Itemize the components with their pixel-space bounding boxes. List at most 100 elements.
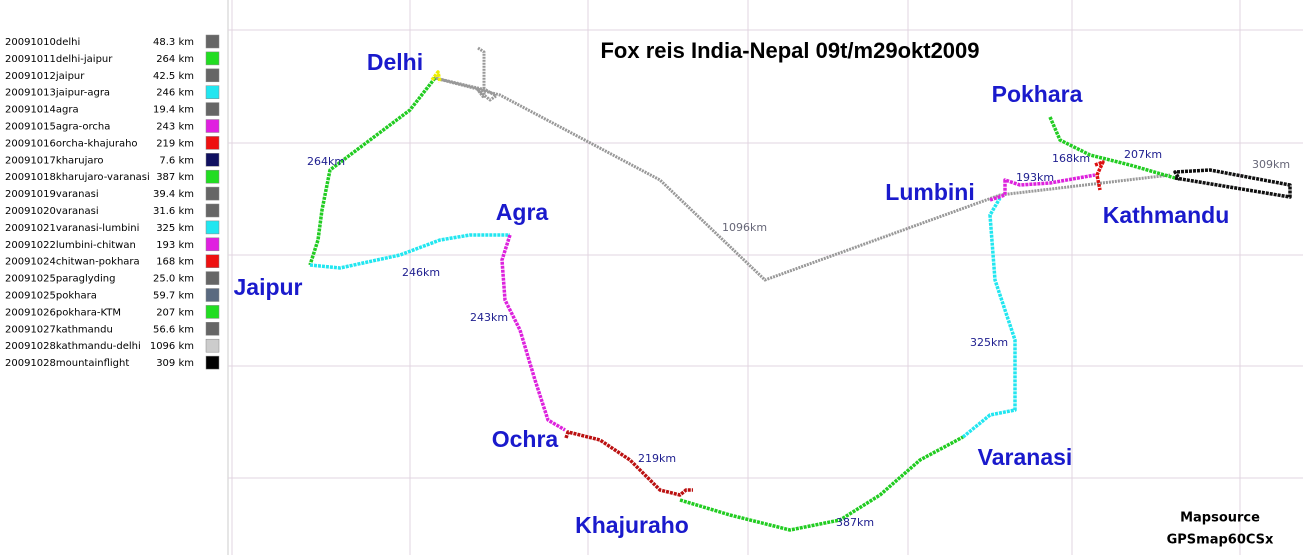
track-row[interactable]: 20091022lumbini-chitwan 193 km (5, 237, 220, 252)
map-title: Fox reis India-Nepal 09t/m29okt2009 (600, 38, 979, 63)
track-row[interactable]: 20091018kharujaro-varanasi 387 km (5, 169, 220, 184)
route-label: 168km (1052, 152, 1090, 165)
route-label: 309km (1252, 158, 1290, 171)
track-color (205, 102, 220, 116)
track-distance: 168 km (156, 257, 194, 268)
track-row[interactable]: 20091024chitwan-pokhara 168 km (5, 254, 220, 268)
track-color (205, 34, 220, 49)
track-name: 20091027kathmandu (5, 324, 113, 335)
track-row[interactable]: 20091025pokhara 59.7 km (5, 288, 220, 302)
track-distance: 31.6 km (153, 206, 194, 217)
track-row[interactable]: 20091014agra 19.4 km (5, 102, 220, 116)
track-name: 20091016orcha-khajuraho (5, 138, 138, 149)
route-label: 246km (402, 266, 440, 279)
track-name: 20091013jaipur-agra (5, 88, 110, 99)
track-color (205, 136, 220, 150)
track-color (205, 338, 220, 353)
track-distance: 1096 km (150, 341, 194, 352)
track-name: 20091019varanasi (5, 189, 99, 200)
track-row[interactable]: 20091027kathmandu 56.6 km (5, 322, 220, 336)
track-distance: 48.3 km (153, 37, 194, 48)
track-name: 20091022lumbini-chitwan (5, 240, 136, 251)
track-distance: 246 km (156, 88, 194, 99)
track-distance: 264 km (156, 54, 194, 65)
track-name: 20091014agra (5, 105, 79, 116)
track-row[interactable]: 20091015agra-orcha 243 km (5, 119, 220, 133)
track-name: 20091028mountainflight (5, 358, 129, 369)
track-color (205, 153, 220, 167)
track-color (205, 119, 220, 133)
track-color (205, 169, 220, 184)
track-name: 20091012jaipur (5, 71, 85, 82)
track-color (205, 203, 220, 218)
track-color (205, 85, 220, 99)
track-distance: 219 km (156, 138, 194, 149)
track-name: 20091026pokhara-KTM (5, 307, 121, 318)
map-grid (228, 0, 1303, 555)
track-color (205, 220, 220, 235)
track-row[interactable]: 20091025paraglyding 25.0 km (5, 271, 220, 285)
track-name: 20091017kharujaro (5, 155, 104, 166)
track-color (205, 305, 220, 319)
track-row[interactable]: 20091028mountainflight 309 km (5, 355, 220, 370)
route-label: 264km (307, 155, 345, 168)
track-color (205, 288, 220, 302)
track-name: 20091011delhi-jaipur (5, 54, 113, 65)
track-name: 20091018kharujaro-varanasi (5, 172, 150, 183)
city-label: Kathmandu (1103, 202, 1230, 228)
footer-text: GPSmap60CSx (1167, 533, 1274, 548)
city-label: Varanasi (978, 444, 1073, 470)
track-name: 20091024chitwan-pokhara (5, 257, 140, 268)
track-name: 20091010delhi (5, 37, 80, 48)
city-label: Pokhara (992, 81, 1083, 107)
track-color (205, 68, 220, 83)
track-row[interactable]: 20091021varanasi-lumbini 325 km (5, 220, 220, 235)
track-name: 20091025paraglyding (5, 274, 115, 285)
track-row[interactable]: 20091010delhi 48.3 km (5, 34, 220, 49)
track-name: 20091020varanasi (5, 206, 99, 217)
city-label: Ochra (492, 426, 559, 452)
track-color (205, 254, 220, 268)
track-row[interactable]: 20091016orcha-khajuraho 219 km (5, 136, 220, 150)
track-distance: 7.6 km (159, 155, 194, 166)
track-row[interactable]: 20091028kathmandu-delhi 1096 km (5, 338, 220, 353)
track-distance: 309 km (156, 358, 194, 369)
track-row[interactable]: 20091026pokhara-KTM 207 km (5, 305, 220, 319)
track-row[interactable]: 20091013jaipur-agra 246 km (5, 85, 220, 99)
track-row[interactable]: 20091011delhi-jaipur 264 km (5, 51, 220, 66)
track-name: 20091021varanasi-lumbini (5, 223, 139, 234)
city-labels: Delhi Jaipur Agra Ochra Khajuraho Varana… (233, 49, 1229, 538)
city-label: Khajuraho (575, 512, 689, 538)
track-color (205, 51, 220, 66)
track-name: 20091028kathmandu-delhi (5, 341, 141, 352)
route-label: 1096km (722, 221, 767, 234)
route-labels: 264km 246km 243km 219km 387km 325km 193k… (307, 148, 1290, 529)
track-distance: 243 km (156, 122, 194, 133)
track-row[interactable]: 20091012jaipur 42.5 km (5, 68, 220, 83)
track-row[interactable]: 20091020varanasi 31.6 km (5, 203, 220, 218)
track-distance: 387 km (156, 172, 194, 183)
route-label: 207km (1124, 148, 1162, 161)
track-color (205, 186, 220, 201)
track-distance: 42.5 km (153, 71, 194, 82)
city-label: Delhi (367, 49, 423, 75)
track-distance: 56.6 km (153, 324, 194, 335)
track-color (205, 271, 220, 285)
city-label: Jaipur (233, 274, 302, 300)
track-distance: 207 km (156, 307, 194, 318)
city-label: Agra (496, 199, 549, 225)
track-distance: 59.7 km (153, 291, 194, 302)
track-color (205, 355, 220, 370)
track-row[interactable]: 20091017kharujaro 7.6 km (5, 153, 220, 167)
track-name: 20091015agra-orcha (5, 122, 110, 133)
footer-text: Mapsource (1180, 511, 1260, 526)
route-label: 219km (638, 452, 676, 465)
track-color (205, 237, 220, 252)
track-row[interactable]: 20091019varanasi 39.4 km (5, 186, 220, 201)
track-distance: 19.4 km (153, 105, 194, 116)
route-label: 325km (970, 336, 1008, 349)
track-distance: 39.4 km (153, 189, 194, 200)
city-label: Lumbini (885, 179, 974, 205)
